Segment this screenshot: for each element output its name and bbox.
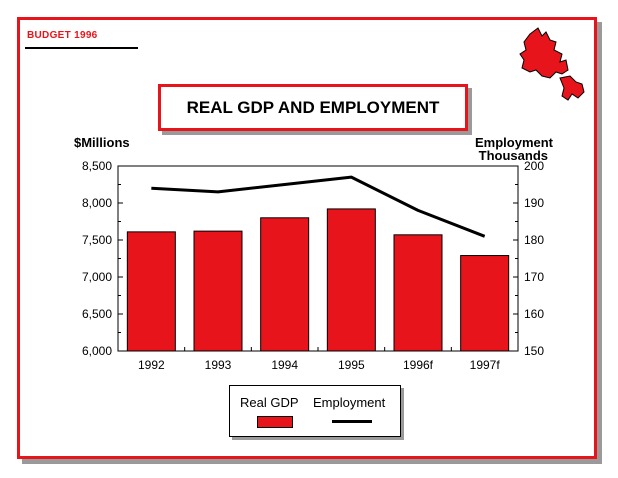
- legend: Real GDP Employment: [229, 385, 401, 437]
- legend-label-real-gdp: Real GDP: [240, 395, 299, 410]
- legend-swatch-real-gdp: [257, 416, 293, 428]
- x-tick-label: 1996f: [403, 358, 434, 372]
- budget-underline: [25, 47, 138, 49]
- bar-real-gdp: [126, 231, 176, 352]
- y-tick-label: 7,500: [82, 233, 112, 247]
- bar-real-gdp: [460, 255, 510, 352]
- legend-swatch-employment: [332, 420, 372, 423]
- y-tick-label: 8,000: [82, 196, 112, 210]
- x-tick-label: 1993: [205, 358, 232, 372]
- bar-real-gdp: [393, 234, 443, 352]
- y-tick-label: 8,500: [82, 159, 112, 173]
- newfoundland-map-icon: [519, 27, 585, 101]
- y2-tick-label: 150: [524, 344, 544, 358]
- bar-real-gdp: [326, 208, 376, 352]
- y2-tick-label: 180: [524, 233, 544, 247]
- legend-label-employment: Employment: [313, 395, 386, 410]
- x-tick-label: 1995: [338, 358, 365, 372]
- y2-tick-label: 200: [524, 159, 544, 173]
- series-line-employment: [151, 175, 486, 238]
- chart-title: REAL GDP AND EMPLOYMENT: [186, 97, 440, 117]
- y2-tick-label: 190: [524, 196, 544, 210]
- x-tick-label: 1997f: [470, 358, 501, 372]
- y-tick-label: 6,500: [82, 307, 112, 321]
- plot-frame: [117, 165, 519, 352]
- bar-real-gdp: [260, 217, 310, 352]
- chart-title-box: REAL GDP AND EMPLOYMENT: [158, 84, 468, 131]
- y2-tick-label: 170: [524, 270, 544, 284]
- y-tick-label: 7,000: [82, 270, 112, 284]
- y-axis-title: $Millions: [74, 135, 130, 150]
- y2-axis-title-line1: Employment: [475, 135, 554, 150]
- y-tick-label: 6,000: [82, 344, 112, 358]
- budget-label: BUDGET 1996: [27, 30, 98, 41]
- x-tick-label: 1992: [138, 358, 165, 372]
- bar-real-gdp: [193, 230, 243, 352]
- x-tick-label: 1994: [271, 358, 298, 372]
- y2-tick-label: 160: [524, 307, 544, 321]
- y2-axis-title-line2: Thousands: [479, 148, 548, 163]
